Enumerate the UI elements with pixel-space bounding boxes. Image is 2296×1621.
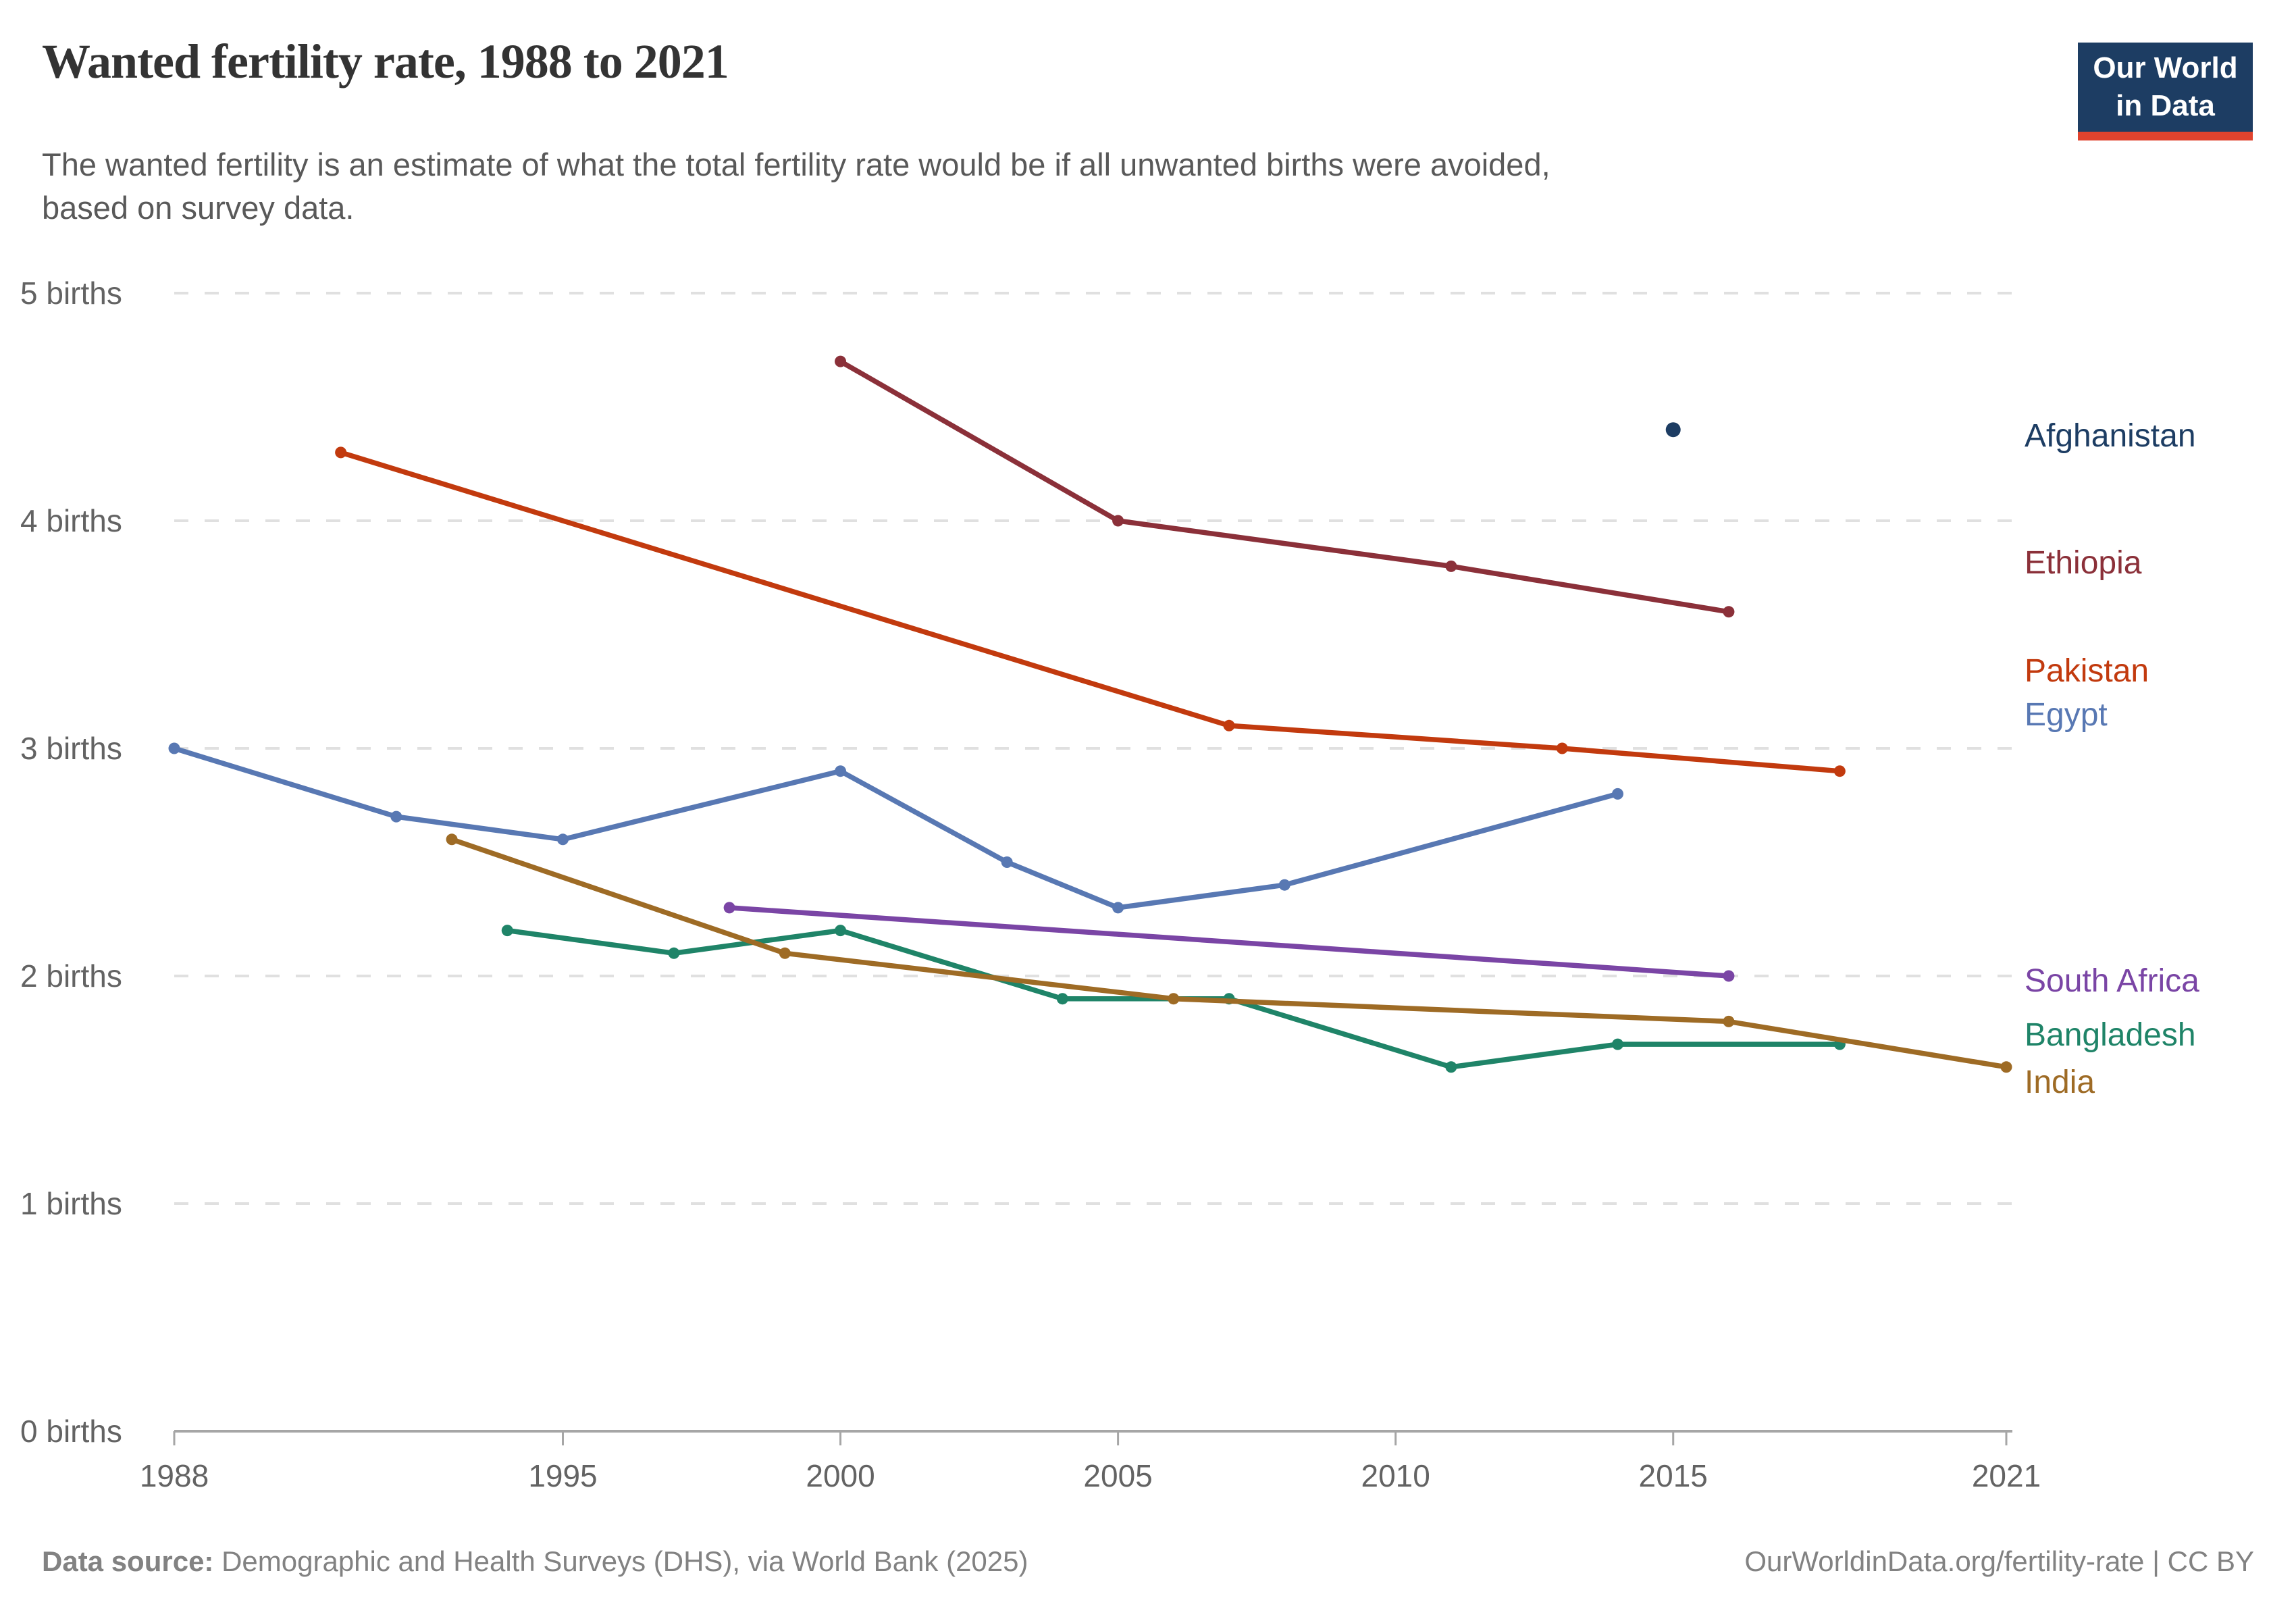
legend-label-pakistan[interactable]: Pakistan xyxy=(2025,653,2149,689)
chart-subtitle: The wanted fertility is an estimate of w… xyxy=(42,143,1550,230)
y-axis-label-4: 4 births xyxy=(20,503,122,538)
legend-label-india[interactable]: India xyxy=(2025,1064,2095,1100)
page-title: Wanted fertility rate, 1988 to 2021 xyxy=(42,34,729,88)
y-axis-label-2: 2 births xyxy=(20,958,122,994)
legend-label-bangladesh[interactable]: Bangladesh xyxy=(2025,1017,2196,1053)
legend-label-ethiopia[interactable]: Ethiopia xyxy=(2025,545,2142,581)
series-line-south-africa[interactable] xyxy=(727,905,1731,979)
data-point-ethiopia-2016[interactable] xyxy=(1723,606,1735,618)
chart-footer: Data source: Demographic and Health Surv… xyxy=(42,1545,2254,1578)
data-source-label: Data source: xyxy=(42,1545,214,1577)
data-point-south-africa-1998[interactable] xyxy=(723,902,735,914)
y-axis-label-5: 5 births xyxy=(20,276,122,311)
data-point-egypt-1995[interactable] xyxy=(556,833,569,846)
data-point-bangladesh-1994[interactable] xyxy=(501,925,513,937)
data-point-india-2021[interactable] xyxy=(2000,1061,2012,1073)
data-point-india-2016[interactable] xyxy=(1723,1015,1735,1027)
data-point-pakistan-2013[interactable] xyxy=(1556,742,1568,754)
data-source-note: Data source: Demographic and Health Surv… xyxy=(42,1545,1028,1577)
x-axis-label-2021: 2021 xyxy=(1972,1458,2041,1493)
data-point-india-1993[interactable] xyxy=(446,833,458,846)
data-point-pakistan-2007[interactable] xyxy=(1223,719,1235,731)
x-axis-label-2015: 2015 xyxy=(1639,1458,1708,1493)
data-point-egypt-2008[interactable] xyxy=(1278,879,1290,891)
data-point-pakistan-2018[interactable] xyxy=(1833,765,1846,777)
x-axis-label-1995: 1995 xyxy=(528,1458,597,1493)
data-point-ethiopia-2011[interactable] xyxy=(1445,560,1457,572)
data-point-ethiopia-2005[interactable] xyxy=(1112,515,1124,527)
series-line-pakistan[interactable] xyxy=(338,450,1843,774)
owid-logo-text: Our World in Data xyxy=(2093,51,2238,122)
owid-logo: Our World in Data xyxy=(2078,43,2253,140)
data-point-bangladesh-2014[interactable] xyxy=(1612,1038,1624,1050)
y-axis-label-1: 1 births xyxy=(20,1186,122,1221)
legend-label-afghanistan[interactable]: Afghanistan xyxy=(2025,418,2196,454)
data-point-egypt-1988[interactable] xyxy=(168,742,180,754)
legend-label-south-africa[interactable]: South Africa xyxy=(2025,963,2199,999)
data-point-bangladesh-2000[interactable] xyxy=(835,925,847,937)
x-axis-label-2000: 2000 xyxy=(806,1458,875,1493)
y-axis-label-0: 0 births xyxy=(20,1414,122,1449)
data-point-bangladesh-2011[interactable] xyxy=(1445,1061,1457,1073)
data-point-egypt-1992[interactable] xyxy=(390,810,402,823)
x-axis-label-2010: 2010 xyxy=(1361,1458,1430,1493)
data-point-egypt-2005[interactable] xyxy=(1112,902,1124,914)
y-axis-label-3: 3 births xyxy=(20,731,122,766)
data-point-india-2006[interactable] xyxy=(1168,993,1180,1005)
series-line-ethiopia[interactable] xyxy=(837,359,1731,615)
subtitle-line-1: The wanted fertility is an estimate of w… xyxy=(42,147,1550,182)
series-line-bangladesh[interactable] xyxy=(504,927,1843,1070)
license-note: OurWorldinData.org/fertility-rate | CC B… xyxy=(1744,1545,2254,1577)
data-point-egypt-2000[interactable] xyxy=(835,765,847,777)
series-line-egypt[interactable] xyxy=(172,746,1621,910)
legend-label-egypt[interactable]: Egypt xyxy=(2025,697,2108,733)
data-point-india-1999[interactable] xyxy=(779,947,791,959)
data-point-pakistan-1991[interactable] xyxy=(335,446,347,459)
data-point-bangladesh-2004[interactable] xyxy=(1056,993,1068,1005)
subtitle-line-2: based on survey data. xyxy=(42,190,355,226)
data-point-south-africa-2016[interactable] xyxy=(1723,970,1735,982)
data-point-egypt-2003[interactable] xyxy=(1001,856,1013,868)
data-point-egypt-2014[interactable] xyxy=(1612,788,1624,800)
data-point-afghanistan-2015[interactable] xyxy=(1665,422,1681,438)
data-point-bangladesh-1997[interactable] xyxy=(668,947,680,959)
x-axis-label-2005: 2005 xyxy=(1083,1458,1152,1493)
x-axis-label-1988: 1988 xyxy=(140,1458,209,1493)
data-point-ethiopia-2000[interactable] xyxy=(835,355,847,367)
